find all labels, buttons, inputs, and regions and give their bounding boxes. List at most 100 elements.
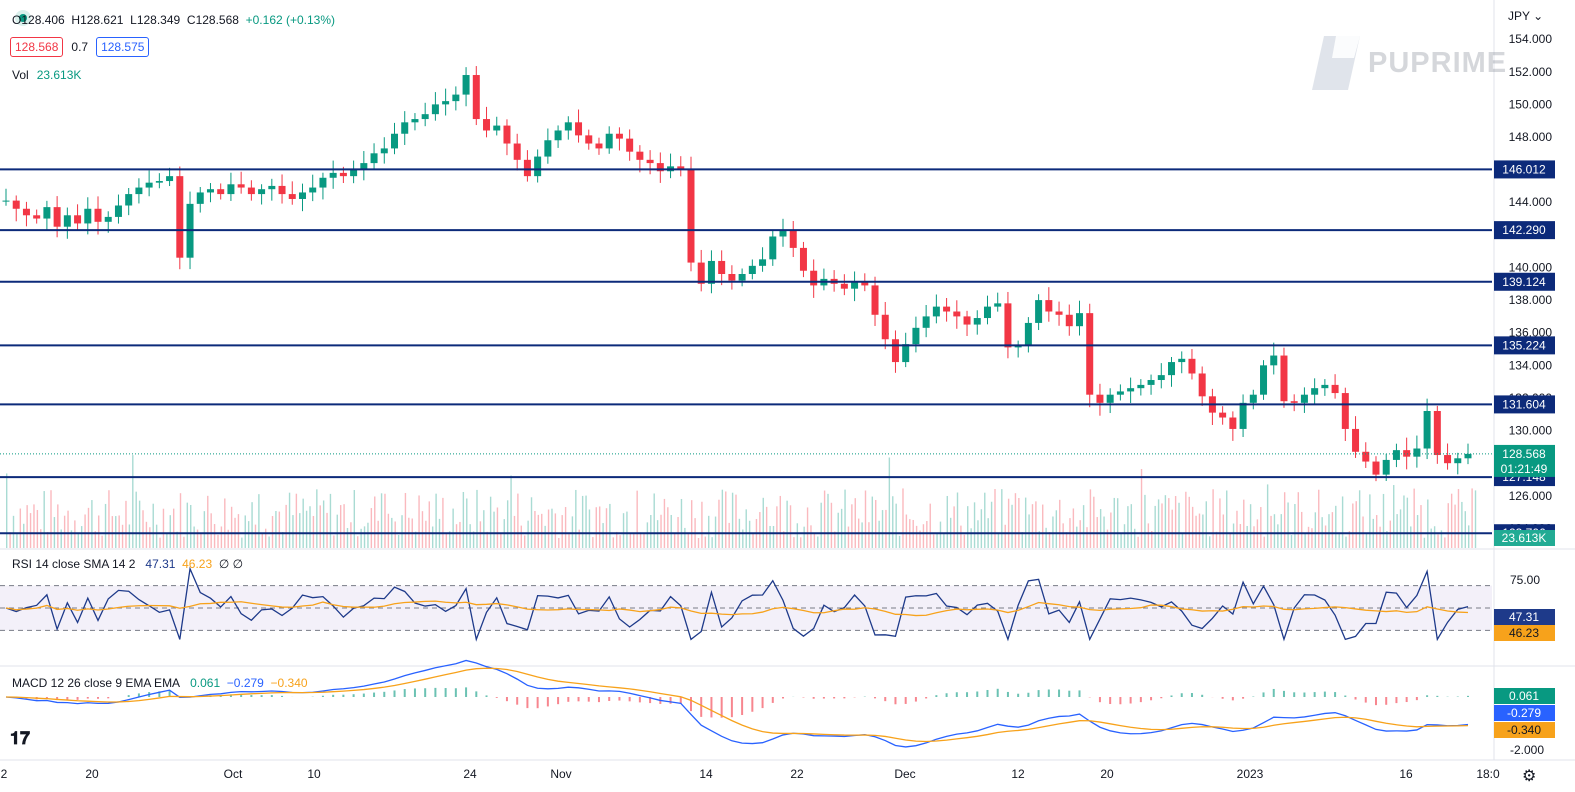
volume-bar (278, 511, 281, 548)
volume-bar (309, 506, 311, 548)
macd-hist-bg (1494, 688, 1555, 704)
macd-histogram-bar (1354, 697, 1357, 700)
macd-histogram-bar (434, 687, 437, 697)
candle-body (810, 270, 818, 286)
candle-body (1086, 313, 1094, 395)
volume-bar (660, 514, 662, 548)
volume-bar (817, 536, 819, 548)
buy-price-button[interactable]: 128.575 (96, 37, 150, 57)
macd-histogram-bar (1078, 690, 1081, 697)
volume-bar (1379, 526, 1381, 548)
macd-histogram-bar (485, 695, 488, 697)
time-tick: Oct (224, 767, 243, 781)
macd-histogram-bar (904, 697, 907, 704)
volume-bar (1127, 506, 1129, 548)
volume-bar (1307, 526, 1310, 548)
candle-body (1188, 358, 1196, 374)
volume-bar (91, 500, 93, 548)
volume-bar (1038, 531, 1041, 548)
volume-bar (994, 489, 996, 548)
candle-body (891, 339, 899, 363)
volume-bar (1239, 524, 1242, 548)
macd-histogram-bar (1037, 690, 1040, 697)
volume-bar (442, 497, 444, 548)
level-label-bg (1494, 395, 1555, 414)
candle-body (360, 163, 368, 170)
volume-bar (483, 510, 485, 548)
candle-body (1454, 458, 1462, 464)
volume-bar (203, 511, 206, 548)
price-tick: 138.000 (1509, 293, 1553, 307)
candle-body (544, 140, 552, 157)
volume-bar (639, 532, 642, 548)
volume-bar (1151, 530, 1153, 548)
volume-bar (36, 509, 39, 548)
volume-bar (397, 534, 400, 548)
macd-hist-value: 0.061 (1509, 689, 1539, 703)
volume-bar (1059, 499, 1061, 548)
macd-line-value: -0.279 (1507, 706, 1541, 720)
volume-bar (159, 537, 161, 548)
candle-body (1311, 388, 1319, 395)
candle-body (1270, 355, 1278, 366)
volume-bar (1035, 501, 1037, 548)
candle-body (564, 122, 572, 131)
macd-histogram-bar (720, 697, 723, 718)
candle-body (922, 316, 930, 328)
rsi-legend: RSI 14 close SMA 14 2 47.31 46.23 ∅ ∅ (12, 557, 244, 571)
sell-price-button[interactable]: 128.568 (10, 37, 64, 57)
currency-selector[interactable]: JPY ⌄ (1508, 9, 1544, 23)
volume-bar (827, 493, 829, 548)
volume-bar (1205, 501, 1207, 548)
time-tick: 10 (307, 767, 321, 781)
volume-bar (1474, 490, 1477, 548)
volume-bar (1161, 503, 1163, 548)
candle-body (22, 208, 30, 216)
candle-body (963, 316, 971, 325)
volume-bar (459, 521, 461, 548)
candle-body (994, 303, 1002, 307)
volume-bar (735, 494, 737, 548)
settings-gear-icon[interactable]: ⚙ (1522, 768, 1537, 785)
volume-bar (271, 516, 274, 548)
volume-bar (1174, 496, 1177, 548)
macd-histogram-bar (444, 688, 447, 697)
candle-body (1137, 384, 1145, 389)
volume-bar (196, 529, 199, 548)
candle-body (176, 176, 184, 258)
volume-bar (1260, 507, 1262, 548)
volume-bar (517, 493, 519, 548)
macd-histogram-bar (546, 697, 549, 707)
volume-bar (956, 492, 959, 548)
candle-body (401, 122, 409, 134)
volume-bar (1232, 523, 1235, 548)
rsi-line (5, 566, 1469, 642)
macd-histogram-bar (97, 697, 100, 699)
candle-body (237, 184, 245, 188)
volume-bar (1369, 494, 1371, 548)
candle-body (728, 274, 736, 281)
candle-body (677, 166, 685, 170)
macd-histogram-bar (597, 697, 600, 703)
ohlc-legend: O128.406 H128.621 L128.349 C128.568 +0.1… (12, 13, 336, 27)
price-tick: 144.000 (1509, 195, 1553, 209)
volume-bar (629, 533, 632, 548)
volume-bar (616, 531, 618, 548)
volume-bar (1195, 515, 1197, 548)
current-price-label-bg (1494, 444, 1555, 477)
volume-bar (33, 504, 35, 548)
candle-body (380, 148, 388, 154)
level-label: 139.124 (1502, 275, 1546, 289)
volume-bar (748, 520, 751, 548)
volume-bar (1403, 495, 1405, 548)
volume-bar (861, 522, 863, 548)
tradingview-logo-icon[interactable]: 𝟏𝟕 (10, 728, 31, 748)
volume-bar (690, 500, 693, 548)
volume-bar (435, 493, 437, 548)
time-tick: 14 (699, 767, 713, 781)
volume-bar (895, 503, 897, 548)
candle-body (1116, 391, 1124, 395)
macd-histogram-bar (638, 697, 641, 703)
candle-body (1321, 384, 1329, 389)
